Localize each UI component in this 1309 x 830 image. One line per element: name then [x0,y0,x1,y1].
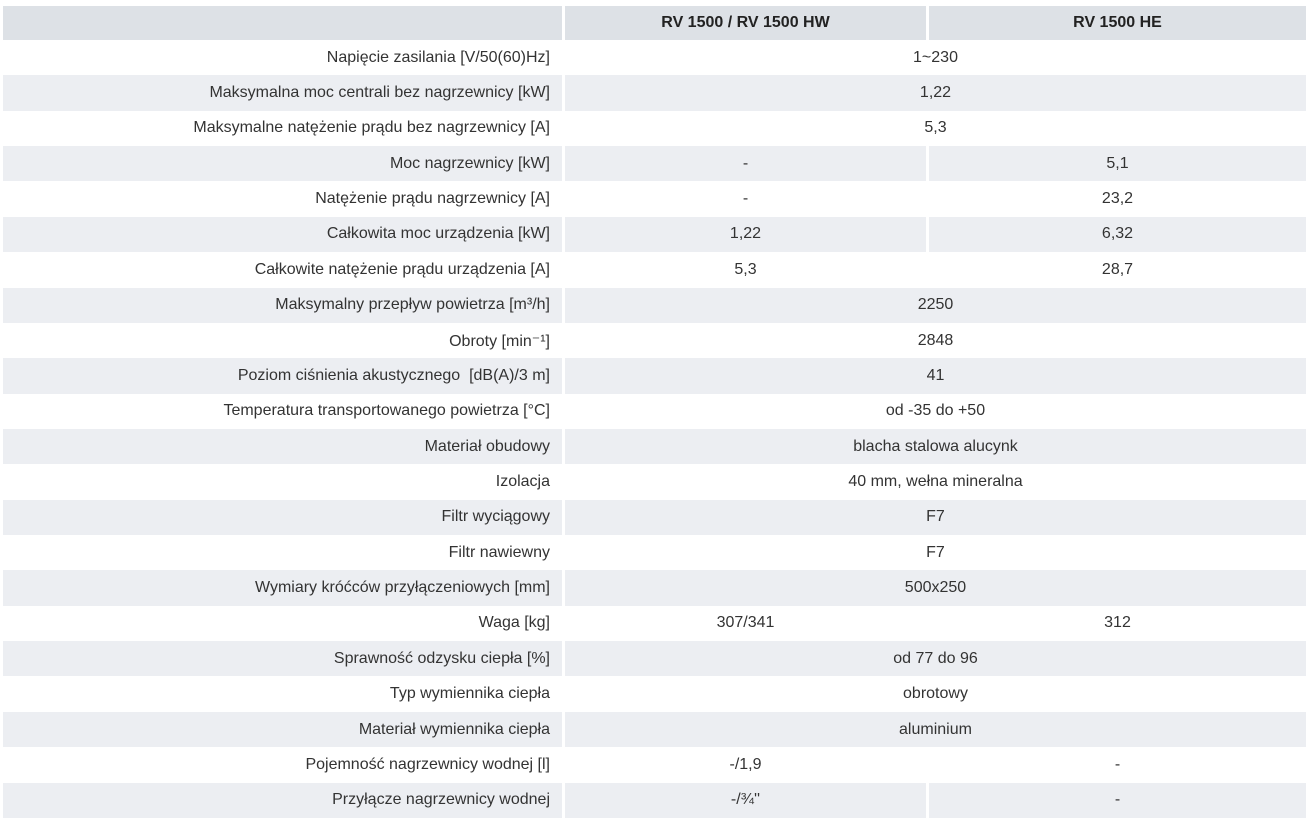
table-row: Maksymalne natężenie prądu bez nagrzewni… [3,111,1306,146]
row-label: Wymiary króćców przyłączeniowych [mm] [3,570,562,606]
row-label: Materiał wymiennika ciepła [3,711,562,748]
row-label: Moc nagrzewnicy [kW] [3,146,562,182]
header-blank [3,6,562,40]
table-row: Izolacja 40 mm, wełna mineralna [3,464,1306,499]
row-label: Izolacja [495,472,550,490]
row-label: Filtr nawiewny [448,543,550,561]
column-header: RV 1500 / RV 1500 HW [565,6,926,40]
table-row: Przyłącze nagrzewnicy wodnej -/¾'' - [3,782,1306,818]
row-label: Sprawność odzysku ciepła [%] [3,641,562,677]
row-label: Obroty [min⁻¹] [449,332,550,350]
row-label: Maksymalna moc centrali bez nagrzewnicy … [3,75,562,111]
cell-value: od -35 do +50 [885,402,986,420]
cell-value: blacha stalowa alucynk [565,428,1306,465]
cell-value: aluminium [565,711,1306,748]
cell-value: od 77 do 96 [565,641,1306,677]
table-row: Napięcie zasilania [V/50(60)Hz] 1~230 [3,40,1306,75]
cell-value: 500x250 [565,570,1306,606]
table-row: Całkowite natężenie prądu urządzenia [A]… [3,252,1306,287]
row-label: Całkowite natężenie prądu urządzenia [A] [254,260,550,278]
cell-value: 6,32 [929,216,1306,253]
row-label: Materiał obudowy [3,428,562,465]
header-row: RV 1500 / RV 1500 HW RV 1500 HE [3,6,1306,40]
cell-value: 312 [1104,614,1131,632]
row-label: Maksymalne natężenie prądu bez nagrzewni… [193,119,550,137]
cell-value: F7 [926,543,945,561]
table-row: Wymiary króćców przyłączeniowych [mm] 500… [3,570,1306,606]
cell-value: 40 mm, wełna mineralna [848,472,1023,490]
table-row: Sprawność odzysku ciepła [%] od 77 do 96 [3,641,1306,677]
table-row: Poziom ciśnienia akustycznego [dB(A)/3 m… [3,358,1306,394]
cell-value: 1,22 [565,75,1306,111]
cell-value: - [1114,755,1121,773]
cell-value: 5,3 [734,260,757,278]
row-label: Przyłącze nagrzewnicy wodnej [3,782,562,818]
table-row: Materiał obudowy blacha stalowa alucynk [3,428,1306,465]
row-label: Typ wymiennika ciepła [389,685,550,703]
row-label: Maksymalny przepływ powietrza [m³/h] [3,287,562,323]
row-label: Całkowita moc urządzenia [kW] [3,216,562,253]
table-row: Obroty [min⁻¹] 2848 [3,323,1306,358]
cell-value: 5,3 [924,119,947,137]
table-row: Materiał wymiennika ciepła aluminium [3,711,1306,748]
cell-value: - [929,782,1306,818]
table-row: Pojemność nagrzewnicy wodnej [l] -/1,9 - [3,747,1306,782]
table-row: Całkowita moc urządzenia [kW] 1,22 6,32 [3,216,1306,253]
cell-value: 41 [565,358,1306,394]
cell-value: 1~230 [913,48,958,66]
cell-value: 23,2 [1101,190,1134,208]
table-row: Natężenie prądu nagrzewnicy [A] - 23,2 [3,181,1306,216]
table-body: Napięcie zasilania [V/50(60)Hz] 1~230 Maks… [3,40,1306,818]
row-label: Napięcie zasilania [V/50(60)Hz] [326,48,550,66]
row-label: Waga [kg] [478,614,550,632]
row-label: Natężenie prądu nagrzewnicy [A] [315,190,550,208]
table-row: Maksymalna moc centrali bez nagrzewnicy … [3,75,1306,111]
cell-value: 28,7 [1101,260,1134,278]
cell-value: -/¾'' [565,782,926,818]
row-label: Temperatura transportowanego powietrza [… [223,402,550,420]
row-label: Filtr wyciągowy [3,499,562,536]
cell-value: F7 [565,499,1306,536]
table-row: Moc nagrzewnicy [kW] -5,1 [3,146,1306,182]
table-row: Waga [kg] 307/341 312 [3,606,1306,641]
table-row: Typ wymiennika ciepła obrotowy [3,676,1306,711]
table-row: Temperatura transportowanego powietrza [… [3,394,1306,429]
spec-table: RV 1500 / RV 1500 HW RV 1500 HE Napięcie… [0,6,1309,818]
table-row: Maksymalny przepływ powietrza [m³/h] 2250 [3,287,1306,323]
row-label: Pojemność nagrzewnicy wodnej [l] [305,755,550,773]
cell-value: obrotowy [903,685,968,703]
cell-value: 5,1 [929,146,1306,182]
cell-value: - [742,190,749,208]
cell-value: 1,22 [565,216,926,253]
table-row: Filtr wyciągowy F7 [3,499,1306,536]
cell-value: -/1,9 [729,755,762,773]
cell-value: 307/341 [716,614,775,632]
row-label: Poziom ciśnienia akustycznego [dB(A)/3 m… [3,358,562,394]
cell-value: 2848 [917,331,954,349]
column-header: RV 1500 HE [929,6,1306,40]
cell-value: 2250 [565,287,1306,323]
table-row: Filtr nawiewny F7 [3,535,1306,570]
cell-value: - [565,146,926,182]
